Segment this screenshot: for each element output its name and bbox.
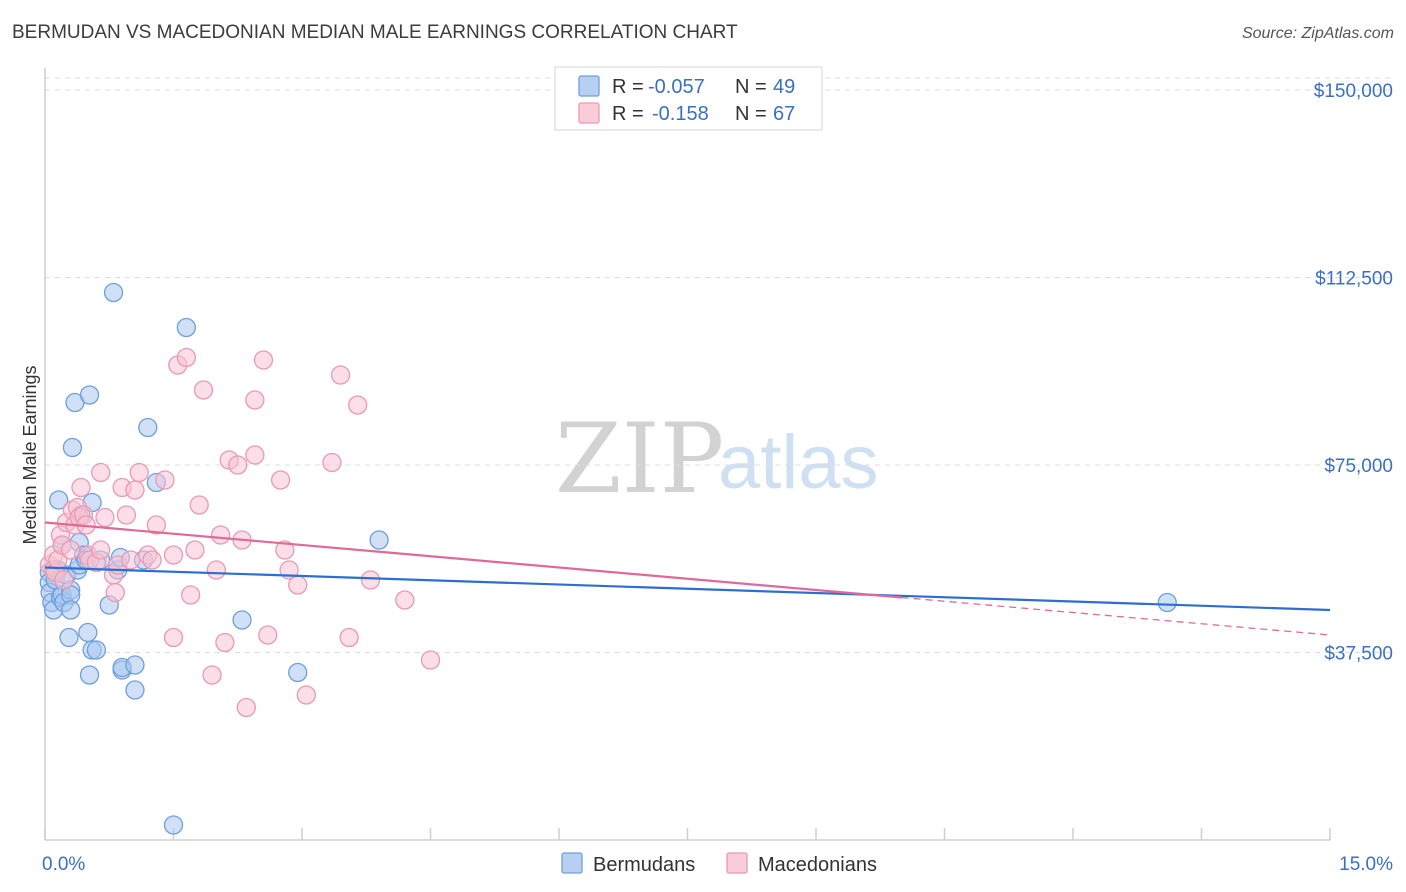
x-tick-label-max: 15.0% (1339, 854, 1393, 875)
point-macedonians (163, 545, 184, 565)
bottom-legend-label-bermudans: Bermudans (593, 854, 695, 876)
point-bermudans (62, 437, 83, 458)
legend-swatch-macedonians (578, 102, 600, 124)
point-macedonians (91, 462, 111, 483)
chart-title: BERMUDAN VS MACEDONIAN MEDIAN MALE EARNI… (12, 22, 738, 43)
point-macedonians (210, 525, 231, 545)
point-bermudans (1157, 592, 1177, 613)
bottom-legend-label-macedonians: Macedonians (758, 854, 877, 876)
watermark-zip: ZIP (555, 403, 724, 515)
trend-lines (44, 521, 1331, 636)
y-axis-label: Median Male Earnings (20, 365, 40, 544)
point-bermudans (103, 282, 124, 303)
bottom-legend: Bermudans Macedonians (561, 852, 877, 876)
point-bermudans (49, 490, 69, 510)
point-macedonians (116, 505, 137, 525)
point-macedonians (339, 627, 359, 648)
point-bermudans (125, 680, 145, 700)
point-bermudans (163, 815, 184, 835)
legend-box: R = -0.057 N = 49 R = -0.158 N = 67 (554, 66, 823, 131)
legend-swatch-bermudans (578, 75, 600, 97)
y-tick-label: $150,000 (1314, 81, 1393, 102)
point-macedonians (105, 582, 125, 603)
watermark-atlas: atlas (718, 420, 879, 505)
point-macedonians (176, 347, 197, 368)
point-bermudans (78, 622, 98, 643)
point-macedonians (206, 560, 226, 580)
trend-line-bermudans (44, 566, 1331, 612)
grid-lines (45, 77, 1395, 653)
point-macedonians (142, 550, 162, 570)
point-bermudans (59, 627, 79, 648)
y-tick-label: $75,000 (1324, 456, 1393, 477)
point-macedonians (228, 455, 248, 475)
legend-r-label-0: R = (612, 76, 644, 98)
point-macedonians (296, 685, 316, 705)
point-macedonians (420, 650, 441, 670)
legend-n-label-1: N = (735, 103, 767, 125)
bottom-legend-swatch-macedonians (726, 852, 748, 874)
point-macedonians (125, 480, 145, 500)
point-macedonians (95, 507, 115, 528)
point-macedonians (163, 627, 184, 648)
point-macedonians (146, 515, 167, 535)
legend-n-value-1: 67 (773, 103, 795, 125)
point-bermudans (61, 600, 81, 620)
legend-r-value-0: -0.057 (648, 76, 705, 98)
point-macedonians (253, 350, 274, 370)
legend-n-label-0: N = (735, 76, 767, 98)
legend-r-value-1: -0.158 (652, 103, 709, 125)
point-macedonians (193, 380, 214, 400)
point-macedonians (129, 462, 149, 483)
y-tick-label: $112,500 (1315, 269, 1393, 290)
point-macedonians (155, 470, 175, 490)
point-macedonians (322, 452, 342, 473)
point-macedonians (288, 575, 308, 595)
point-macedonians (395, 590, 415, 610)
point-macedonians (245, 390, 265, 410)
point-bermudans (79, 385, 100, 405)
point-macedonians (189, 495, 209, 515)
legend-n-value-0: 49 (773, 76, 795, 98)
point-macedonians (180, 585, 201, 605)
point-macedonians (185, 540, 205, 560)
point-macedonians (258, 625, 278, 645)
point-macedonians (330, 365, 351, 385)
point-macedonians (215, 632, 235, 653)
point-macedonians (202, 665, 222, 685)
x-tick-label-min: 0.0% (42, 854, 85, 875)
axes: $37,500 $75,000 $112,500 $150,000 0.0% 15.0% (42, 68, 1393, 875)
point-macedonians (275, 540, 295, 560)
point-bermudans (288, 662, 308, 683)
point-bermudans (369, 530, 389, 550)
point-bermudans (232, 610, 252, 630)
point-macedonians (71, 477, 91, 498)
point-bermudans (125, 655, 145, 675)
point-macedonians (121, 550, 141, 570)
legend-r-label-1: R = (612, 103, 644, 125)
point-bermudans (79, 665, 100, 685)
point-bermudans (176, 317, 197, 338)
point-macedonians (61, 540, 81, 560)
y-tick-label: $37,500 (1324, 644, 1393, 665)
data-points (39, 282, 1177, 835)
point-macedonians (360, 570, 381, 590)
point-bermudans (138, 417, 158, 438)
point-bermudans (86, 640, 107, 660)
point-macedonians (245, 445, 265, 465)
point-macedonians (54, 570, 74, 590)
point-macedonians (236, 697, 256, 718)
point-macedonians (270, 470, 291, 490)
point-macedonians (91, 540, 111, 560)
trend-line-macedonians (44, 521, 902, 599)
point-macedonians (348, 395, 368, 415)
bottom-legend-swatch-bermudans (561, 852, 583, 874)
source-label: Source: ZipAtlas.com (1242, 25, 1394, 42)
